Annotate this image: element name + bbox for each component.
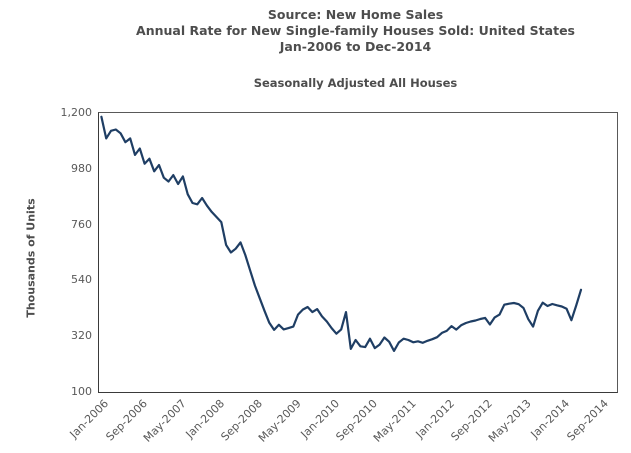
chart-title: Source: New Home Sales Annual Rate for N… [80,7,631,55]
y-tick-label: 540 [71,273,92,287]
y-tick-label: 980 [71,161,92,175]
title-line-daterange: Jan-2006 to Dec-2014 [279,39,432,54]
y-tick-label: 1,200 [60,106,93,119]
title-line-source: Source: New Home Sales [267,7,444,22]
y-tick-label: 760 [71,217,92,231]
y-tick-label: 100 [71,385,92,398]
plot-area [98,112,618,393]
y-axis-title: Thousands of Units [24,198,38,318]
title-line-series: Annual Rate for New Single-family Houses… [136,23,575,38]
sales-line-series [100,115,583,352]
y-tick-label: 320 [71,329,92,343]
sales-line-chart [100,115,583,352]
chart-subtitle: Seasonally Adjusted All Houses [253,76,458,90]
